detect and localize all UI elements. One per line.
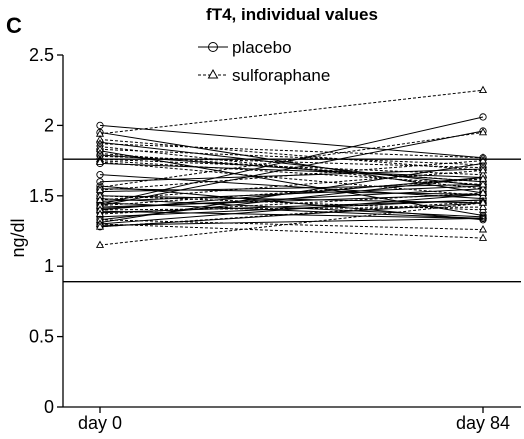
sulforaphane-point [478,198,488,206]
sulforaphane-line [99,143,484,159]
sulforaphane-point [478,165,488,174]
placebo-line [99,199,484,214]
y-axis-label: ng/dl [8,218,28,257]
sulforaphane-point [478,202,488,210]
legend-sulforaphane-marker [207,68,219,79]
chart-title: fT4, individual values [206,5,378,24]
legend: placebo sulforaphane [198,38,330,85]
placebo-line [99,141,484,187]
placebo-point [479,214,487,222]
sulforaphane-line [99,219,484,231]
legend-sulforaphane-label: sulforaphane [232,66,330,85]
y-tick-label: 0 [44,397,54,417]
sulforaphane-line [99,155,484,169]
y-tick-label: 0.5 [29,327,54,347]
sulforaphane-line [99,178,484,207]
sulforaphane-point [478,180,488,188]
x-tick-label: day 84 [456,413,510,433]
sulforaphane-point [478,156,488,164]
sulforaphane-line [99,195,484,211]
sulforaphane-line [99,160,484,186]
placebo-point [479,113,487,121]
sulforaphane-point [95,222,105,230]
sulforaphane-line [99,169,484,201]
legend-entry-sulforaphane: sulforaphane [198,66,330,85]
placebo-line [99,217,484,226]
legend-placebo-label: placebo [232,38,292,57]
placebo-point [96,121,104,130]
sulforaphane-point [478,233,488,241]
sulforaphane-line [99,192,484,215]
y-tick-label: 1.5 [29,186,54,206]
y-tick-label: 1 [44,256,54,276]
sulforaphane-line [99,148,484,166]
placebo-line [99,150,484,217]
placebo-point [96,171,104,179]
placebo-line [99,202,484,228]
sulforaphane-point [478,188,488,196]
sulforaphane-point [95,240,105,248]
legend-entry-placebo: placebo [198,38,292,57]
y-axis-ticks: 0 0.5 1 1.5 2 2.5 [29,45,63,417]
placebo-line [99,184,484,193]
panel-label: C [6,13,22,38]
placebo-line [99,116,484,205]
sulforaphane-line [99,89,484,135]
placebo-line [99,176,484,211]
sulforaphane-line [99,200,484,228]
sulforaphane-line [99,202,484,246]
sulforaphane-line [99,206,484,211]
sulforaphane-point [478,127,488,136]
sulforaphane-point [478,174,488,182]
sulforaphane-line [99,160,484,191]
sulforaphane-line [99,223,484,239]
placebo-line [99,124,484,159]
placebo-line [99,174,484,200]
sulforaphane-point [95,157,105,165]
reference-lines [63,158,521,283]
x-axis-ticks: day 0 day 84 [78,407,510,433]
series-lines [99,89,484,246]
placebo-line [99,198,484,218]
legend-placebo-marker [208,42,218,52]
y-tick-label: 2 [44,115,54,135]
sulforaphane-line [99,153,484,183]
sulforaphane-line [99,131,484,188]
placebo-line [99,162,484,224]
sulforaphane-line [99,158,484,176]
placebo-line [99,193,484,225]
x-tick-label: day 0 [78,413,122,433]
sulforaphane-point [478,225,488,233]
sulforaphane-point [478,85,488,94]
sulforaphane-line [99,161,484,197]
y-tick-label: 2.5 [29,45,54,65]
placebo-line [99,130,484,207]
